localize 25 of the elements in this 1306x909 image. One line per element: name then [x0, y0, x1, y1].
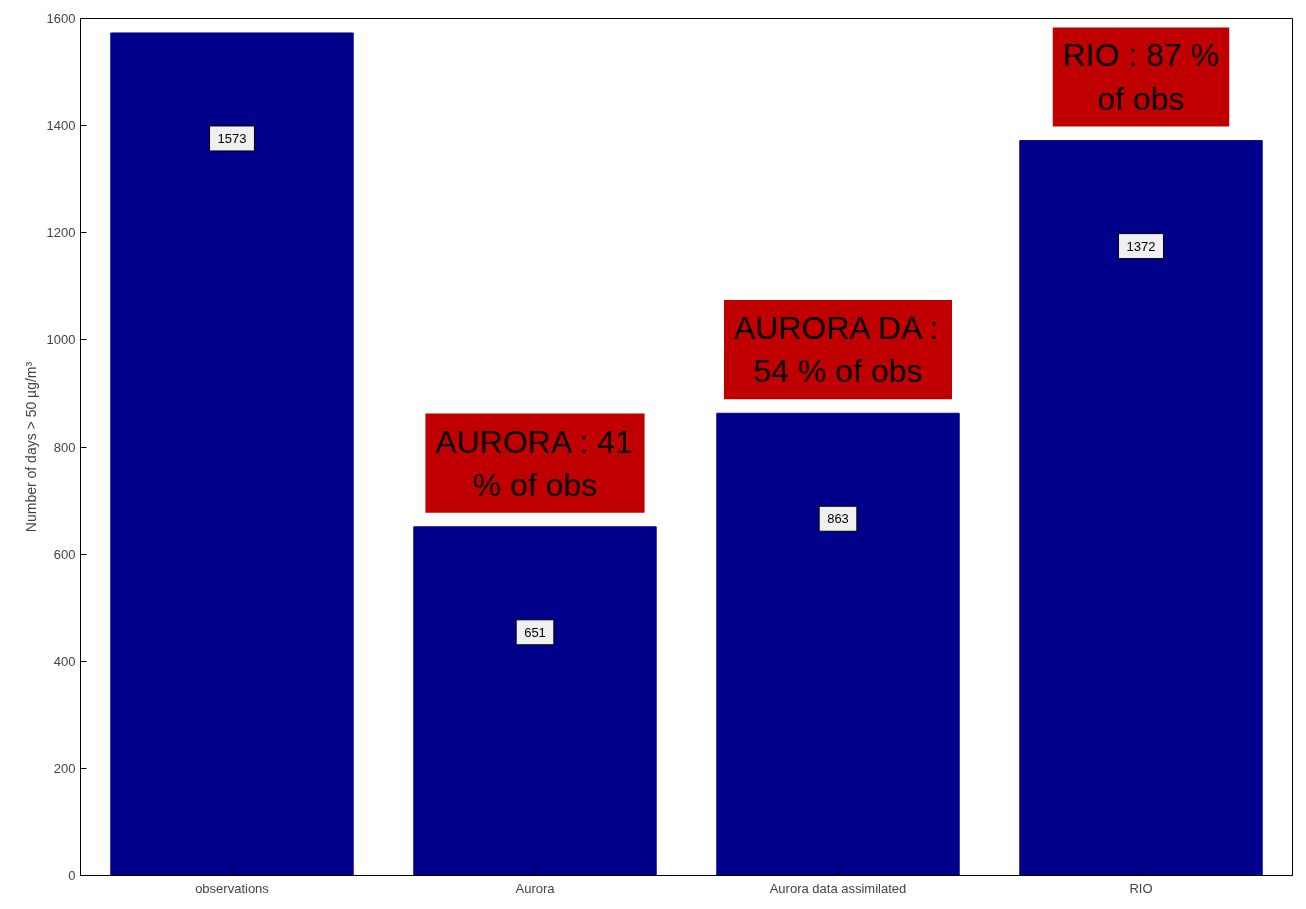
- data-label: 651: [524, 624, 546, 640]
- data-label: 1573: [217, 130, 247, 146]
- bar: [413, 526, 657, 876]
- y-tick-label: 0: [68, 868, 76, 883]
- y-tick-label: 800: [53, 439, 76, 455]
- y-tick-label: 400: [53, 653, 76, 669]
- y-tick-label: 1000: [46, 332, 76, 348]
- bar: [1019, 140, 1263, 876]
- annotation: AURORA : 41 % of obs: [435, 423, 633, 503]
- x-tick-label: RIO: [1129, 880, 1153, 896]
- x-tick-label: observations: [195, 880, 270, 896]
- data-label: 1372: [1126, 238, 1156, 254]
- annotation: AURORA DA : 54 % of obs: [733, 310, 939, 390]
- y-tick-label: 1200: [46, 225, 76, 241]
- y-tick-label: 1400: [46, 118, 76, 134]
- annotation: RIO : 87 % of obs: [1062, 37, 1220, 117]
- y-tick-label: 1600: [46, 11, 76, 26]
- bar: [716, 412, 960, 876]
- y-tick-label: 600: [53, 546, 76, 562]
- y-axis-title: Number of days > 50 µg/m³: [22, 361, 39, 533]
- bar: [110, 32, 354, 876]
- x-tick-label: Aurora: [515, 880, 556, 896]
- y-tick-label: 200: [53, 760, 76, 776]
- data-label: 863: [827, 511, 849, 527]
- x-tick-label: Aurora data assimilated: [769, 880, 907, 896]
